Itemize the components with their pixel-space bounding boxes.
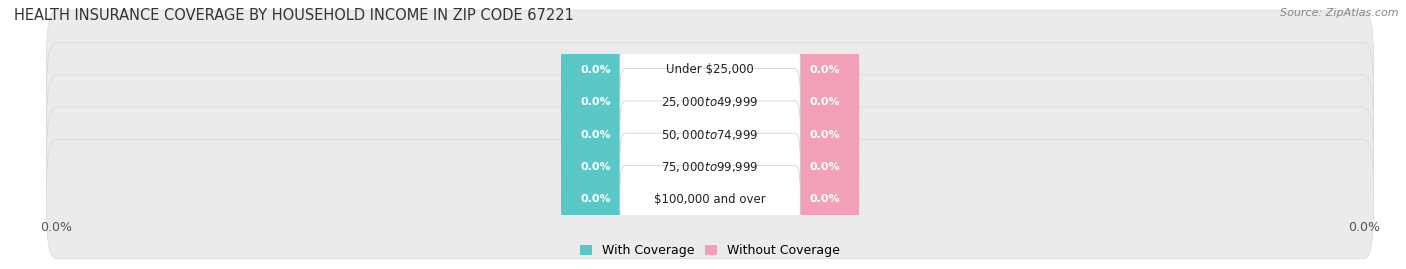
FancyBboxPatch shape [790, 133, 859, 200]
FancyBboxPatch shape [790, 69, 859, 136]
FancyBboxPatch shape [790, 101, 859, 168]
Text: 0.0%: 0.0% [581, 194, 612, 204]
FancyBboxPatch shape [46, 139, 1374, 259]
Text: HEALTH INSURANCE COVERAGE BY HOUSEHOLD INCOME IN ZIP CODE 67221: HEALTH INSURANCE COVERAGE BY HOUSEHOLD I… [14, 8, 574, 23]
Text: $75,000 to $99,999: $75,000 to $99,999 [661, 160, 759, 174]
Text: Under $25,000: Under $25,000 [666, 63, 754, 76]
FancyBboxPatch shape [46, 107, 1374, 226]
Text: 0.0%: 0.0% [581, 162, 612, 172]
Text: 0.0%: 0.0% [808, 65, 839, 75]
Text: 0.0%: 0.0% [808, 194, 839, 204]
FancyBboxPatch shape [620, 133, 800, 200]
Text: Source: ZipAtlas.com: Source: ZipAtlas.com [1281, 8, 1399, 18]
FancyBboxPatch shape [561, 101, 630, 168]
FancyBboxPatch shape [46, 75, 1374, 194]
FancyBboxPatch shape [561, 133, 630, 200]
Text: 0.0%: 0.0% [581, 129, 612, 140]
Text: $25,000 to $49,999: $25,000 to $49,999 [661, 95, 759, 109]
Text: 0.0%: 0.0% [581, 97, 612, 107]
Text: 0.0%: 0.0% [808, 162, 839, 172]
Text: 0.0%: 0.0% [581, 65, 612, 75]
Text: $100,000 and over: $100,000 and over [654, 193, 766, 206]
FancyBboxPatch shape [46, 10, 1374, 130]
Text: 0.0%: 0.0% [808, 129, 839, 140]
FancyBboxPatch shape [561, 69, 630, 136]
FancyBboxPatch shape [46, 43, 1374, 162]
FancyBboxPatch shape [620, 36, 800, 104]
FancyBboxPatch shape [620, 69, 800, 136]
Text: $50,000 to $74,999: $50,000 to $74,999 [661, 128, 759, 141]
Text: 0.0%: 0.0% [808, 97, 839, 107]
FancyBboxPatch shape [561, 165, 630, 233]
Legend: With Coverage, Without Coverage: With Coverage, Without Coverage [579, 244, 841, 257]
FancyBboxPatch shape [790, 36, 859, 104]
FancyBboxPatch shape [561, 36, 630, 104]
FancyBboxPatch shape [620, 165, 800, 233]
FancyBboxPatch shape [620, 101, 800, 168]
FancyBboxPatch shape [790, 165, 859, 233]
